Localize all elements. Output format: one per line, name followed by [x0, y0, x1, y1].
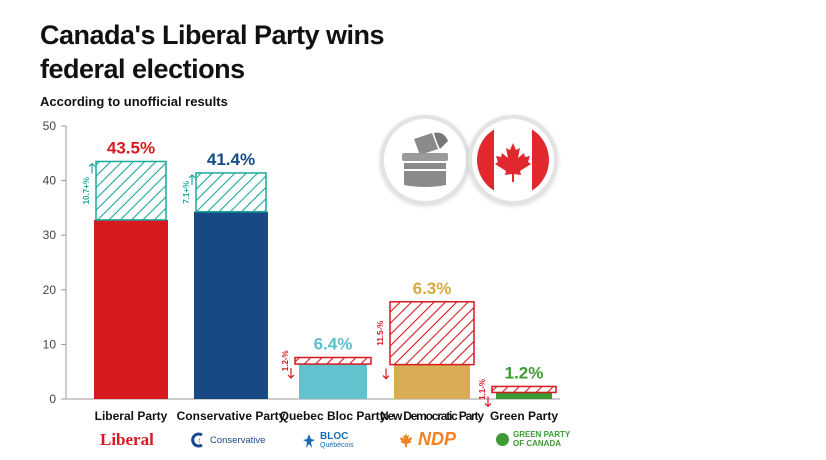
- bloc-logo-line1: BLOC: [320, 431, 349, 442]
- green-logo-line2: OF CANADA: [513, 439, 561, 448]
- bar-3: [394, 364, 470, 399]
- bloc-logo-line2: Québécois: [320, 442, 354, 449]
- category-label-2: Quebec Bloc Party: [280, 409, 387, 423]
- bars: 43.5% 10.7+% Liberal Party 41.4% 7.1+% Conser…: [82, 138, 558, 423]
- change-band-4: [491, 385, 557, 394]
- value-label-2: 6.4%: [314, 335, 353, 354]
- value-label-1: 41.4%: [207, 150, 255, 169]
- category-label-4: Green Party: [490, 409, 558, 423]
- value-label-0: 43.5%: [107, 138, 155, 157]
- bar-1: [194, 211, 268, 399]
- bar-4: [496, 392, 552, 399]
- category-label-1: Conservative Party: [177, 409, 286, 423]
- y-tick-label: 10: [43, 337, 57, 351]
- bloc-fleur-icon: [303, 434, 315, 448]
- bloc-logo: BLOC Québécois: [302, 432, 353, 450]
- green-logo-line1: GREEN PARTY: [513, 430, 571, 439]
- chart-title: Canada's Liberal Party wins federal elec…: [40, 20, 385, 84]
- y-tick-label: 30: [43, 228, 57, 242]
- value-label-4: 1.2%: [505, 363, 544, 382]
- conservative-logo-text: Conservative: [210, 434, 266, 446]
- category-label-3: New Democratic Party: [380, 409, 484, 423]
- canada-flag-icon: [468, 115, 558, 205]
- change-label-3: 11.5-%: [376, 321, 385, 346]
- y-tick-label: 20: [43, 283, 57, 297]
- ndp-maple-leaf-icon: [400, 432, 412, 447]
- change-label-1: 7.1+%: [182, 181, 191, 204]
- change-band-1: [195, 172, 267, 213]
- ndp-logo: NDP: [398, 429, 456, 450]
- category-label-0: Liberal Party: [95, 409, 168, 423]
- change-arrowhead-1: [188, 174, 196, 179]
- change-band-0: [95, 160, 167, 221]
- y-tick-label: 40: [43, 174, 57, 188]
- change-band-2: [294, 356, 372, 365]
- green-party-dot-icon: [496, 432, 509, 446]
- bar-2: [299, 364, 367, 399]
- change-label-0: 10.7+%: [82, 177, 91, 204]
- ndp-logo-text: NDP: [418, 429, 457, 449]
- ballot-box-icon: [380, 115, 470, 205]
- change-label-2: 1.2-%: [281, 350, 290, 371]
- conservative-logo: Conservative: [190, 432, 265, 448]
- chart-subtitle: According to unofficial results: [40, 94, 228, 109]
- y-tick-label: 50: [43, 119, 57, 133]
- green-party-logo: GREEN PARTY OF CANADA: [496, 430, 570, 448]
- change-label-4: 1.1-%: [478, 379, 487, 400]
- value-label-3: 6.3%: [413, 279, 452, 298]
- liberal-logo-text: Liberal: [100, 430, 154, 449]
- y-tick-label: 0: [49, 392, 56, 406]
- change-arrowhead-3: [382, 375, 390, 380]
- change-arrowhead-2: [287, 374, 295, 379]
- conservative-c-icon: [191, 432, 203, 448]
- change-arrowhead-0: [88, 162, 96, 167]
- change-arrowhead-4: [484, 403, 492, 408]
- liberal-logo: Liberal: [100, 430, 154, 450]
- change-band-3: [389, 301, 475, 366]
- bar-0: [94, 219, 168, 399]
